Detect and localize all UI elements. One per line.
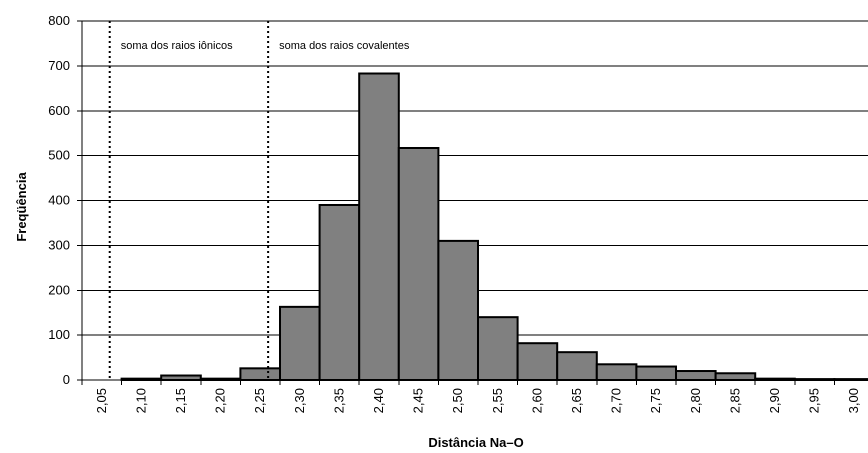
x-tick-label: 2,70 [609,388,624,413]
x-tick-label: 2,90 [767,388,782,413]
histogram-bar [675,370,717,381]
bars [120,72,868,382]
histogram-bar [595,363,638,382]
y-tick-label: 0 [63,372,70,387]
histogram-bar [556,351,598,381]
x-tick-label: 2,25 [252,388,267,413]
x-axis-title: Distância Na–O [428,435,523,450]
y-tick-label: 200 [48,282,70,297]
y-tick-label: 100 [48,327,70,342]
y-tick-label: 800 [48,13,70,28]
axes [77,20,868,385]
x-tick-label: 2,05 [94,388,109,413]
x-tick-label: 2,50 [450,388,465,413]
histogram-bar [160,374,202,382]
y-tick-label: 700 [48,58,70,73]
annotation-label: soma dos raios iônicos [121,40,233,52]
x-tick-label: 2,30 [292,388,307,413]
x-tick-label: 2,85 [727,388,742,413]
histogram-bar [477,316,519,381]
annotation-label: soma dos raios covalentes [279,40,410,52]
histogram-bar [516,342,559,382]
histogram-bar [437,239,479,381]
histogram-bar [635,365,678,382]
x-tick-label: 2,20 [213,388,228,413]
y-tick-labels: 0 100 200 300 400 500 600 700 800 [48,13,70,387]
x-tick-label: 2,10 [133,388,148,413]
histogram-bar [714,372,757,381]
x-tick-label: 2,55 [490,388,505,413]
x-tick-label: 2,75 [648,388,663,413]
y-tick-label: 600 [48,103,70,118]
y-axis-title: Freqüência [14,172,29,242]
histogram-bar [358,72,400,381]
x-tick-label: 2,15 [173,388,188,413]
y-tick-label: 300 [48,237,70,252]
x-tick-label: 2,40 [371,388,386,413]
histogram-bar [397,146,440,381]
y-tick-label: 400 [48,193,70,208]
annotations: soma dos raios iônicos soma dos raios cov… [121,40,410,52]
x-tick-labels: 2,05 2,10 2,15 2,20 2,25 2,30 2,35 2,40 2,45 2,50… [94,388,861,413]
histogram-bar [279,305,321,382]
y-tick-label: 500 [48,148,70,163]
histogram-bar [239,367,281,381]
x-tick-label: 3,00 [846,388,861,413]
x-tick-label: 2,65 [569,388,584,413]
x-tick-label: 2,95 [807,388,822,413]
x-tick-label: 2,60 [529,388,544,413]
histogram-bar [318,203,361,381]
x-tick-label: 2,80 [688,388,703,413]
x-tick-label: 2,35 [331,388,346,413]
x-tick-label: 2,45 [411,388,426,413]
